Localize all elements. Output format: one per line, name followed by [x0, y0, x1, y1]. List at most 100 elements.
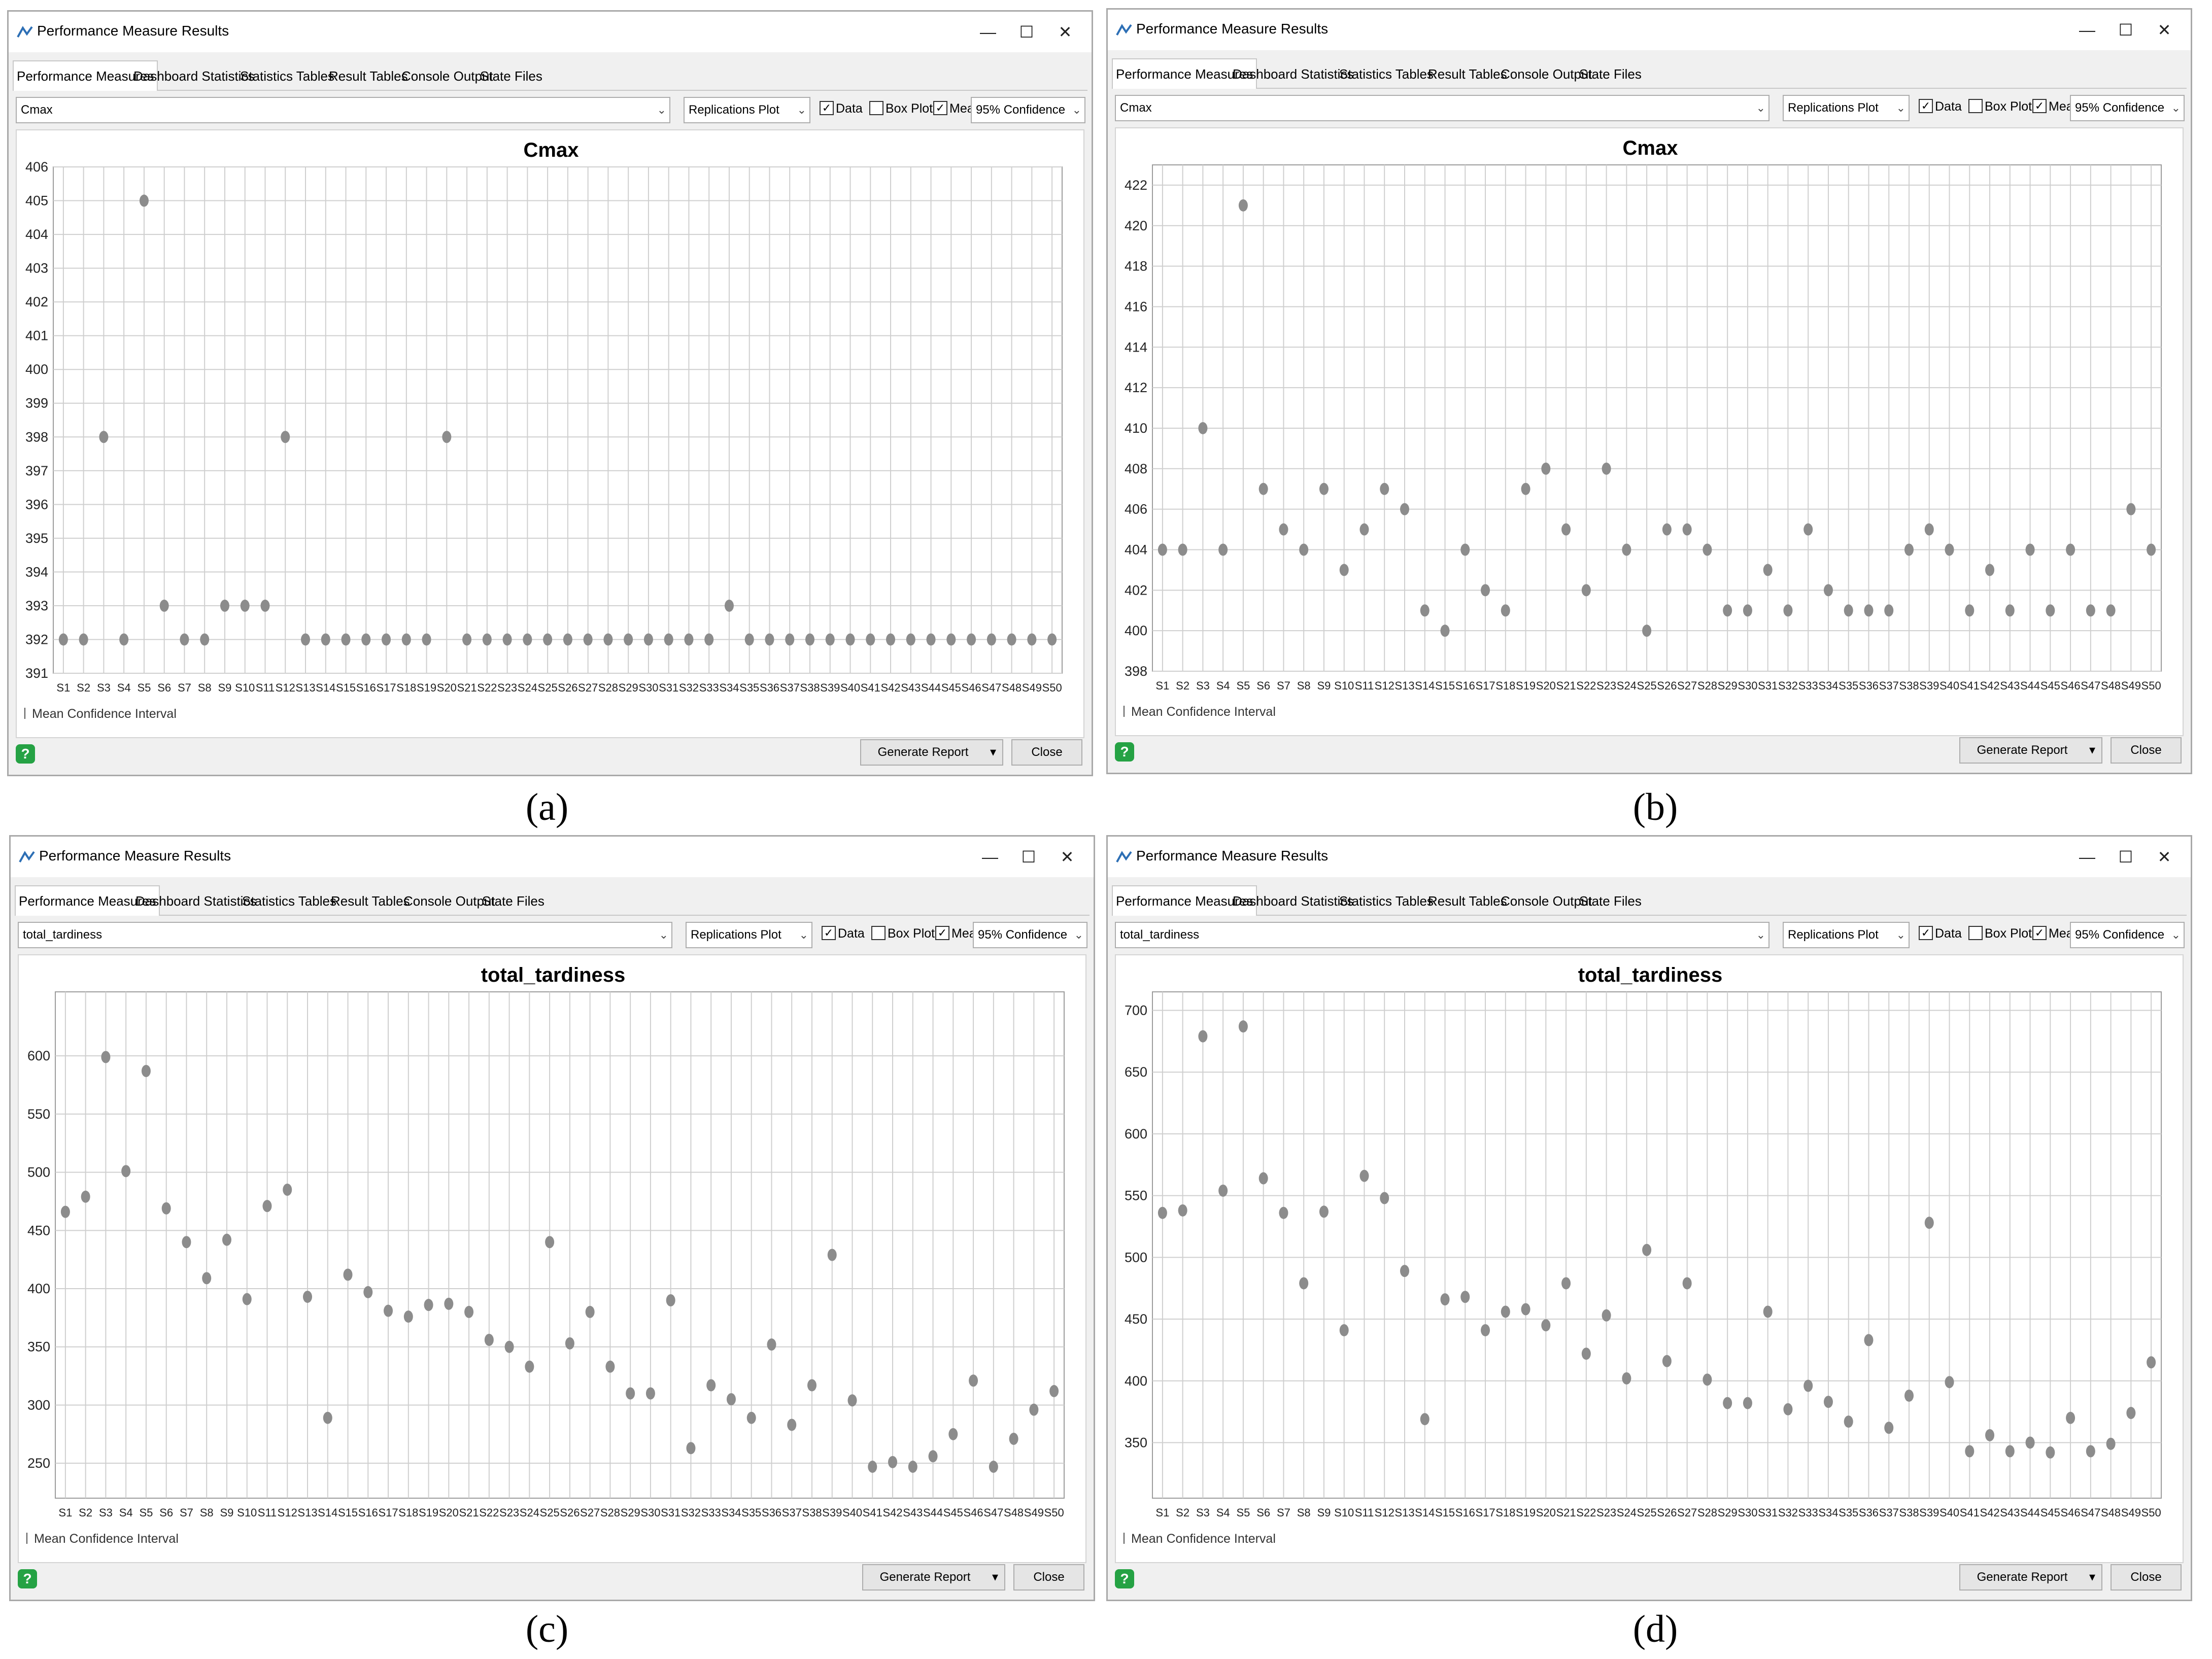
box-plot-checkbox[interactable] [1968, 926, 1983, 940]
help-icon[interactable]: ? [1115, 742, 1134, 762]
plot-type-select[interactable]: Replications Plot ⌄ [686, 922, 812, 948]
tab-statistics-tables[interactable]: Statistics Tables [1339, 66, 1434, 82]
tab-console-output[interactable]: Console Output [401, 68, 493, 84]
generate-report-label: Generate Report [1977, 743, 2068, 757]
tab-console-output[interactable]: Console Output [1501, 66, 1592, 82]
tab-console-output[interactable]: Console Output [1501, 893, 1592, 909]
data-point [563, 633, 572, 646]
mean-checkbox[interactable]: ✓ [935, 926, 949, 940]
confidence-select[interactable]: 95% Confidence ⌄ [971, 97, 1085, 123]
box-plot-checkbox[interactable] [1968, 99, 1983, 113]
minimize-icon[interactable]: — [982, 848, 998, 866]
x-tick-label: S9 [218, 681, 231, 694]
close-button[interactable]: Close [2111, 737, 2182, 764]
close-icon[interactable]: ✕ [2157, 848, 2171, 866]
data-checkbox[interactable]: ✓ [820, 101, 834, 115]
legend-label: Mean Confidence Interval [34, 1532, 179, 1546]
tab-statistics-tables[interactable]: Statistics Tables [242, 893, 336, 909]
maximize-icon[interactable]: ☐ [2118, 21, 2133, 39]
confidence-select[interactable]: 95% Confidence ⌄ [973, 922, 1087, 948]
plot-type-select[interactable]: Replications Plot ⌄ [1783, 922, 1910, 948]
tab-result-tables[interactable]: Result Tables [1428, 893, 1507, 909]
caption-c: (c) [525, 1608, 569, 1650]
x-tick-label: S20 [1536, 1506, 1556, 1519]
data-checkbox[interactable]: ✓ [1919, 99, 1933, 113]
measure-select[interactable]: Cmax ⌄ [1115, 95, 1769, 121]
tab-state-files[interactable]: State Files [1579, 66, 1642, 82]
tab-performance-measures[interactable]: Performance Measures [1112, 58, 1257, 89]
maximize-icon[interactable]: ☐ [1021, 848, 1036, 866]
data-label: Data [838, 926, 865, 941]
tab-performance-measures[interactable]: Performance Measures [1112, 885, 1257, 916]
close-button[interactable]: Close [1011, 739, 1082, 766]
x-tick-label: S21 [1556, 679, 1576, 692]
tab-statistics-tables[interactable]: Statistics Tables [240, 68, 334, 84]
x-tick-label: S15 [336, 681, 356, 694]
close-icon[interactable]: ✕ [1060, 848, 1074, 866]
tab-dashboard-statistics[interactable]: Dashboard Statistics [133, 68, 255, 84]
confidence-select[interactable]: 95% Confidence ⌄ [2070, 95, 2185, 121]
generate-report-button[interactable]: Generate Report ▾ [862, 1564, 1005, 1591]
generate-report-label: Generate Report [1977, 1570, 2068, 1584]
y-tick-label: 414 [1125, 339, 1147, 355]
tab-state-files[interactable]: State Files [1579, 893, 1642, 909]
generate-report-button[interactable]: Generate Report ▾ [1959, 737, 2102, 764]
tab-statistics-tables[interactable]: Statistics Tables [1339, 893, 1434, 909]
mean-checkbox[interactable]: ✓ [2032, 926, 2047, 940]
confidence-value: 95% Confidence [978, 928, 1068, 942]
measure-select[interactable]: total_tardiness ⌄ [1115, 922, 1769, 948]
measure-select[interactable]: total_tardiness ⌄ [18, 922, 672, 948]
data-point [1339, 1324, 1349, 1336]
close-button[interactable]: Close [1013, 1564, 1084, 1591]
x-tick-label: S29 [1718, 679, 1738, 692]
tab-state-files[interactable]: State Files [480, 68, 542, 84]
data-checkbox[interactable]: ✓ [1919, 926, 1933, 940]
x-tick-label: S44 [923, 1506, 943, 1519]
minimize-icon[interactable]: — [980, 23, 996, 41]
tab-dashboard-statistics[interactable]: Dashboard Statistics [1233, 893, 1354, 909]
data-point [565, 1337, 574, 1350]
help-icon[interactable]: ? [1115, 1569, 1134, 1588]
data-point [361, 633, 371, 646]
mean-checkbox[interactable]: ✓ [2032, 99, 2047, 113]
data-point [1682, 1277, 1692, 1290]
data-point [686, 1442, 696, 1455]
box-plot-checkbox[interactable] [869, 101, 883, 115]
measure-select[interactable]: Cmax ⌄ [16, 97, 670, 123]
tab-state-files[interactable]: State Files [482, 893, 545, 909]
tab-dashboard-statistics[interactable]: Dashboard Statistics [1233, 66, 1354, 82]
tab-console-output[interactable]: Console Output [403, 893, 495, 909]
minimize-icon[interactable]: — [2079, 21, 2095, 39]
plot-panel: total_tardiness 350 400 450 500 550 600 650 700 S… [1115, 954, 2184, 1563]
plot-type-select[interactable]: Replications Plot ⌄ [684, 97, 810, 123]
close-icon[interactable]: ✕ [1058, 23, 1072, 41]
generate-report-button[interactable]: Generate Report ▾ [860, 739, 1003, 766]
title-bar: Performance Measure Results — ☐ ✕ [9, 12, 1092, 52]
data-point [825, 633, 835, 646]
generate-report-button[interactable]: Generate Report ▾ [1959, 1564, 2102, 1591]
data-point [525, 1360, 534, 1373]
data-point [1985, 564, 1995, 576]
x-tick-label: S17 [378, 1506, 398, 1519]
maximize-icon[interactable]: ☐ [1019, 23, 1034, 41]
tab-result-tables[interactable]: Result Tables [329, 68, 408, 84]
confidence-select[interactable]: 95% Confidence ⌄ [2070, 922, 2185, 948]
mean-checkbox[interactable]: ✓ [933, 101, 947, 115]
plot-type-select[interactable]: Replications Plot ⌄ [1783, 95, 1910, 121]
data-checkbox[interactable]: ✓ [822, 926, 836, 940]
minimize-icon[interactable]: — [2079, 848, 2095, 866]
box-plot-checkbox[interactable] [871, 926, 886, 940]
tab-dashboard-statistics[interactable]: Dashboard Statistics [135, 893, 257, 909]
help-icon[interactable]: ? [16, 744, 35, 764]
tab-result-tables[interactable]: Result Tables [1428, 66, 1507, 82]
close-icon[interactable]: ✕ [2157, 21, 2171, 39]
x-tick-label: S2 [77, 681, 90, 694]
help-icon[interactable]: ? [18, 1569, 37, 1588]
tab-result-tables[interactable]: Result Tables [331, 893, 410, 909]
tab-performance-measures[interactable]: Performance Measures [13, 60, 158, 91]
tab-performance-measures[interactable]: Performance Measures [15, 885, 160, 916]
close-button[interactable]: Close [2111, 1564, 2182, 1591]
data-point [2005, 604, 2015, 617]
maximize-icon[interactable]: ☐ [2118, 848, 2133, 866]
replications-chart: Cmax 398 400 402 404 406 408 410 412 414 416 418 420… [1124, 137, 2162, 719]
